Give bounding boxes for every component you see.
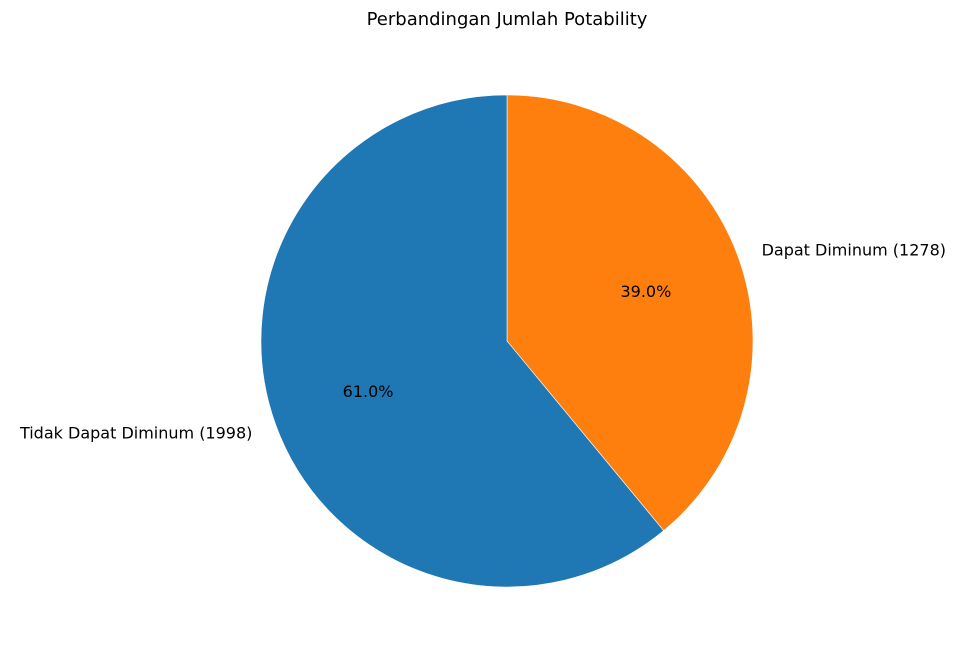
slice-percent-label: 39.0% <box>620 282 671 301</box>
pie-slice <box>260 94 665 588</box>
slice-label: Dapat Diminum (1278) <box>762 240 946 259</box>
pie-slice <box>506 94 754 532</box>
pie-slices <box>260 94 754 588</box>
pie-labels: Dapat Diminum (1278) 39.0% Tidak Dapat Dim… <box>19 240 946 442</box>
slice-percent-label: 61.0% <box>343 382 394 401</box>
slice-label: Tidak Dapat Diminum (1998) <box>19 424 252 443</box>
chart-title: Perbandingan Jumlah Potability <box>367 9 648 30</box>
